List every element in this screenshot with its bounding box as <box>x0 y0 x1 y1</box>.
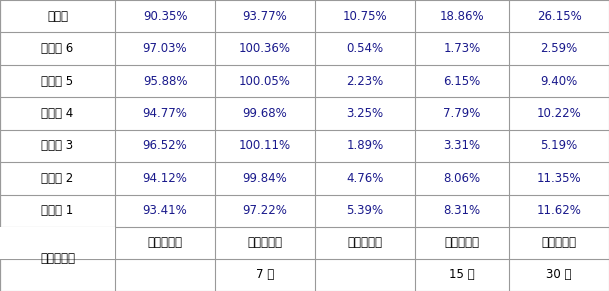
Text: 容量保持率: 容量保持率 <box>147 237 183 249</box>
Text: 94.77%: 94.77% <box>143 107 188 120</box>
Text: 8.31%: 8.31% <box>443 204 481 217</box>
Text: 5.39%: 5.39% <box>347 204 384 217</box>
Text: 实施例 5: 实施例 5 <box>41 74 74 88</box>
Text: 实施例 1: 实施例 1 <box>41 204 74 217</box>
Text: 94.12%: 94.12% <box>143 172 188 185</box>
Text: 15 天: 15 天 <box>449 269 475 281</box>
Text: 电解液编号: 电解液编号 <box>40 253 75 265</box>
Text: 26.15%: 26.15% <box>537 10 582 23</box>
Text: 99.84%: 99.84% <box>242 172 287 185</box>
Text: 96.52%: 96.52% <box>143 139 188 152</box>
Text: 93.41%: 93.41% <box>143 204 188 217</box>
Text: 7 天: 7 天 <box>256 269 274 281</box>
Text: 18.86%: 18.86% <box>440 10 484 23</box>
Text: 6.15%: 6.15% <box>443 74 481 88</box>
Text: 对比例: 对比例 <box>47 10 68 23</box>
Text: 体积膨胀率: 体积膨胀率 <box>445 237 479 249</box>
Text: 93.77%: 93.77% <box>242 10 287 23</box>
Text: 8.06%: 8.06% <box>443 172 481 185</box>
Text: 30 天: 30 天 <box>546 269 572 281</box>
Text: 3.31%: 3.31% <box>443 139 481 152</box>
Text: 3.25%: 3.25% <box>347 107 384 120</box>
Text: 容量恢复率: 容量恢复率 <box>247 237 283 249</box>
Text: 9.40%: 9.40% <box>540 74 577 88</box>
Text: 实施例 3: 实施例 3 <box>41 139 74 152</box>
Text: 2.59%: 2.59% <box>540 42 577 55</box>
Text: 90.35%: 90.35% <box>143 10 187 23</box>
Text: 5.19%: 5.19% <box>540 139 577 152</box>
Text: 2.23%: 2.23% <box>347 74 384 88</box>
Text: 100.11%: 100.11% <box>239 139 291 152</box>
Text: 97.22%: 97.22% <box>242 204 287 217</box>
Text: 1.73%: 1.73% <box>443 42 481 55</box>
Text: 100.05%: 100.05% <box>239 74 291 88</box>
Text: 10.22%: 10.22% <box>537 107 582 120</box>
Text: 97.03%: 97.03% <box>143 42 188 55</box>
Text: 实施例 2: 实施例 2 <box>41 172 74 185</box>
Text: 体积膨胀率: 体积膨胀率 <box>348 237 382 249</box>
Text: 95.88%: 95.88% <box>143 74 187 88</box>
Text: 11.35%: 11.35% <box>537 172 582 185</box>
Text: 4.76%: 4.76% <box>347 172 384 185</box>
Text: 11.62%: 11.62% <box>537 204 582 217</box>
Text: 10.75%: 10.75% <box>343 10 387 23</box>
Text: 99.68%: 99.68% <box>242 107 287 120</box>
Text: 7.79%: 7.79% <box>443 107 481 120</box>
Text: 1.89%: 1.89% <box>347 139 384 152</box>
Bar <box>1 227 114 259</box>
Text: 100.36%: 100.36% <box>239 42 291 55</box>
Text: 0.54%: 0.54% <box>347 42 384 55</box>
Text: 实施例 6: 实施例 6 <box>41 42 74 55</box>
Text: 实施例 4: 实施例 4 <box>41 107 74 120</box>
Text: 体积膨胀率: 体积膨胀率 <box>541 237 577 249</box>
